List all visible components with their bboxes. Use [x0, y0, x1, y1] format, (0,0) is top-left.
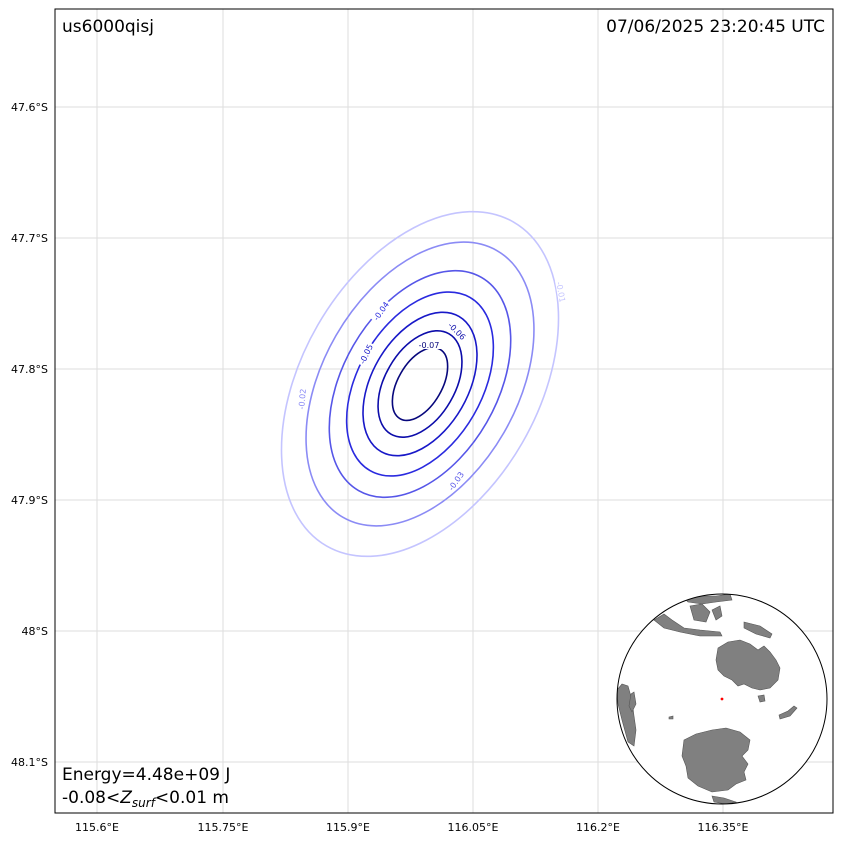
lon-tick-label: 115.75°E [198, 821, 249, 834]
zsurf-sep: < [106, 788, 120, 808]
land-new-guinea [743, 621, 773, 639]
lat-tick-label: 48.1°S [11, 756, 48, 769]
inset-globe [616, 593, 828, 805]
map-frame [54, 8, 834, 814]
lat-tick-label: 48°S [22, 625, 48, 638]
contour-set: -0.01-0.02-0.03-0.04-0.05-0.06-0.07 [280, 210, 569, 558]
land-australia [715, 639, 781, 691]
grid-lines [55, 9, 833, 813]
lon-tick-label: 116.35°E [698, 821, 749, 834]
land-borneo [689, 603, 711, 623]
land-new-zealand [778, 705, 798, 720]
contour-line [328, 269, 512, 499]
land-tasmania [757, 694, 766, 703]
contour-label-background [445, 318, 470, 343]
latitude-tick-labels: 47.6°S 47.7°S 47.8°S 47.9°S 48°S 48.1°S [11, 101, 48, 769]
contour-label: -0.07 [419, 341, 440, 350]
zsurf-range-label: -0.08<Zsurf<0.01 m [62, 788, 229, 810]
zsurf-var: Z [119, 788, 132, 808]
event-timestamp: 07/06/2025 23:20:45 UTC [606, 17, 825, 37]
lon-tick-label: 116.05°E [448, 821, 499, 834]
land-sulawesi [711, 605, 723, 621]
lon-tick-label: 115.9°E [326, 821, 370, 834]
contour-line [305, 241, 535, 527]
event-id: us6000qisj [62, 17, 154, 37]
globe-outline [616, 593, 828, 805]
contour-label: -0.02 [297, 388, 308, 409]
land-madagascar [628, 691, 637, 713]
land-kerguelen [668, 715, 674, 720]
contour-line [391, 346, 449, 422]
epicenter-marker [720, 697, 724, 701]
lon-tick-label: 116.2°E [576, 821, 620, 834]
land-antarctic-peninsula [711, 795, 738, 804]
lon-tick-label: 115.6°E [75, 821, 119, 834]
land-sumatra-java [653, 613, 723, 637]
contour-label-background [294, 386, 308, 412]
contour-line [377, 330, 463, 438]
zsurf-max: <0.01 m [155, 788, 229, 808]
contour-label: -0.05 [358, 343, 375, 366]
lat-tick-label: 47.7°S [11, 232, 48, 245]
contour-label-background [369, 297, 392, 324]
lat-tick-label: 47.9°S [11, 494, 48, 507]
contour-label-background [355, 340, 375, 367]
energy-label: Energy=4.48e+09 J [62, 765, 230, 785]
contour-label-background [417, 339, 441, 349]
zsurf-sub: surf [132, 796, 157, 810]
contour-line [280, 210, 560, 558]
contour-line [362, 311, 478, 457]
longitude-tick-labels: 115.6°E 115.75°E 115.9°E 116.05°E 116.2°E 116… [75, 821, 748, 834]
land-antarctica [681, 727, 751, 793]
lat-tick-label: 47.6°S [11, 101, 48, 114]
lat-tick-label: 47.8°S [11, 363, 48, 376]
contour-line [345, 291, 495, 477]
zsurf-min: -0.08 [62, 788, 106, 808]
contour-label-background [444, 467, 467, 494]
contour-label: -0.01 [554, 281, 566, 303]
contour-label-background [554, 279, 569, 305]
